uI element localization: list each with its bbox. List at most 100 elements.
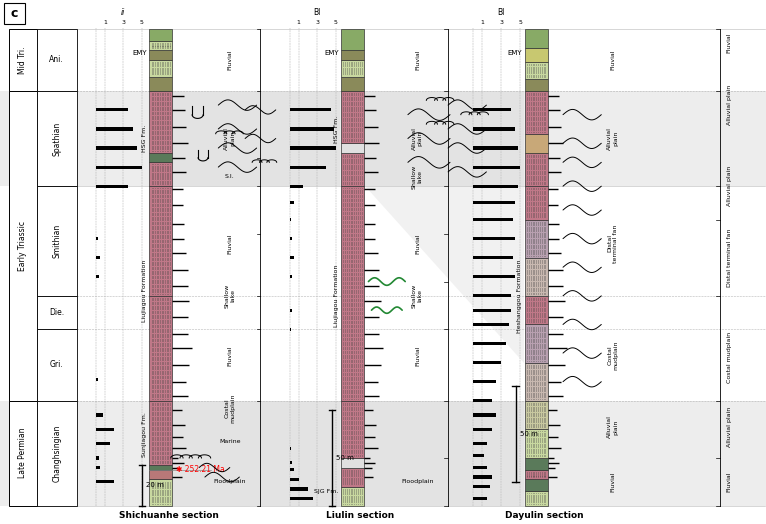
Bar bbox=[149, 162, 172, 186]
Bar bbox=[149, 153, 172, 162]
Bar bbox=[9, 401, 37, 506]
Text: Costal mudplain: Costal mudplain bbox=[727, 332, 732, 384]
Polygon shape bbox=[365, 91, 524, 363]
Bar bbox=[96, 166, 142, 169]
Bar bbox=[0, 401, 766, 506]
Polygon shape bbox=[365, 401, 524, 506]
Text: 1: 1 bbox=[480, 20, 484, 25]
Bar bbox=[525, 479, 548, 492]
Bar bbox=[525, 220, 548, 258]
Text: Liujiagou Formation: Liujiagou Formation bbox=[142, 260, 147, 322]
Bar bbox=[290, 256, 294, 259]
Bar bbox=[9, 91, 37, 401]
Text: Alluvial plain: Alluvial plain bbox=[727, 407, 732, 447]
Bar bbox=[473, 237, 516, 240]
Text: HSG Fm.: HSG Fm. bbox=[333, 115, 339, 143]
Text: 3: 3 bbox=[499, 20, 503, 25]
Bar bbox=[473, 466, 487, 469]
Bar bbox=[473, 294, 511, 298]
Text: Late Permian: Late Permian bbox=[18, 428, 28, 478]
Bar bbox=[290, 275, 293, 278]
Bar bbox=[149, 479, 172, 506]
Polygon shape bbox=[173, 401, 340, 506]
Text: Early Triassic: Early Triassic bbox=[18, 221, 28, 271]
Bar bbox=[290, 487, 308, 490]
Text: Fluvial: Fluvial bbox=[727, 33, 732, 53]
Bar bbox=[149, 186, 172, 296]
Text: Shallow
lake: Shallow lake bbox=[412, 283, 423, 308]
Bar bbox=[149, 29, 172, 41]
Bar bbox=[96, 442, 110, 445]
Bar bbox=[149, 91, 172, 153]
Polygon shape bbox=[173, 91, 340, 186]
Bar bbox=[473, 127, 516, 130]
Bar bbox=[341, 153, 364, 186]
Bar bbox=[525, 258, 548, 296]
Bar bbox=[96, 256, 100, 259]
Bar bbox=[290, 328, 291, 331]
Text: 5: 5 bbox=[333, 20, 338, 25]
Bar bbox=[341, 50, 364, 60]
Bar bbox=[473, 454, 484, 457]
Text: Ani.: Ani. bbox=[49, 56, 64, 64]
Text: HSG Fm.: HSG Fm. bbox=[142, 125, 147, 152]
Text: ii: ii bbox=[121, 8, 126, 17]
Text: Shallow
lake: Shallow lake bbox=[224, 283, 235, 308]
Bar bbox=[473, 323, 509, 326]
Text: Alluvial plain: Alluvial plain bbox=[727, 85, 732, 125]
Bar bbox=[149, 60, 172, 77]
Bar bbox=[341, 77, 364, 91]
Text: 1: 1 bbox=[103, 20, 107, 25]
Text: Marine: Marine bbox=[219, 439, 241, 444]
Text: Floodplain: Floodplain bbox=[401, 479, 434, 484]
Bar bbox=[473, 275, 516, 278]
Bar bbox=[525, 29, 548, 48]
Text: Shallow
lake: Shallow lake bbox=[412, 165, 423, 189]
Text: 50 m: 50 m bbox=[336, 455, 354, 461]
Bar bbox=[341, 467, 364, 487]
Bar bbox=[290, 447, 291, 450]
Bar bbox=[525, 401, 548, 429]
Bar bbox=[290, 468, 294, 472]
Bar bbox=[473, 166, 520, 169]
Text: 1: 1 bbox=[296, 20, 301, 25]
Bar bbox=[9, 29, 37, 91]
Bar bbox=[341, 143, 364, 153]
Bar bbox=[4, 3, 25, 24]
Bar bbox=[290, 184, 303, 188]
Bar bbox=[341, 487, 364, 506]
Bar bbox=[525, 492, 548, 506]
Text: Floodplain: Floodplain bbox=[214, 479, 246, 484]
Bar bbox=[473, 361, 501, 364]
Bar bbox=[525, 134, 548, 153]
Bar bbox=[290, 127, 334, 130]
Text: EMY: EMY bbox=[324, 50, 339, 56]
Text: Fluvial: Fluvial bbox=[228, 50, 232, 70]
Bar bbox=[290, 166, 326, 169]
Bar bbox=[473, 497, 487, 500]
Text: EMY: EMY bbox=[133, 50, 147, 56]
Text: Costal
mudplain: Costal mudplain bbox=[224, 393, 235, 423]
Bar bbox=[290, 147, 336, 150]
Text: Costal
mudplain: Costal mudplain bbox=[607, 341, 618, 370]
Bar bbox=[290, 497, 313, 500]
Bar bbox=[149, 465, 172, 470]
Bar bbox=[96, 466, 100, 469]
Bar bbox=[473, 485, 489, 488]
Bar bbox=[473, 309, 511, 312]
Text: Spathian: Spathian bbox=[52, 122, 61, 156]
Text: Distal
terminal fan: Distal terminal fan bbox=[607, 224, 618, 263]
Text: EMY: EMY bbox=[508, 50, 522, 56]
Bar bbox=[525, 324, 548, 363]
Text: Fluvial: Fluvial bbox=[415, 345, 420, 366]
Text: Alluvial plain: Alluvial plain bbox=[727, 166, 732, 206]
Text: c: c bbox=[11, 7, 18, 19]
Text: SJG Fm.: SJG Fm. bbox=[314, 489, 339, 494]
Text: 5: 5 bbox=[139, 20, 144, 25]
Text: BI: BI bbox=[313, 8, 321, 17]
Bar bbox=[149, 41, 172, 50]
Text: Heshanggou Formation: Heshanggou Formation bbox=[517, 259, 522, 333]
Bar bbox=[473, 428, 492, 431]
Bar bbox=[341, 186, 364, 401]
Bar bbox=[290, 218, 291, 221]
